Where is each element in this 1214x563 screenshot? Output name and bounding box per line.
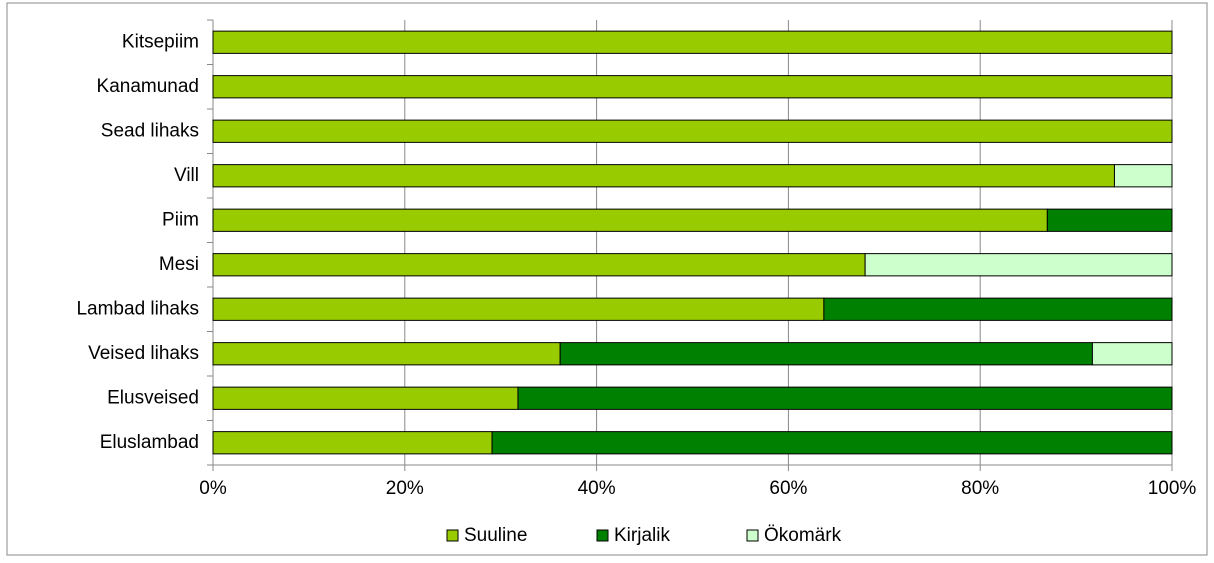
- bar-segment: [559, 342, 1093, 366]
- legend-label: Kirjalik: [614, 525, 670, 546]
- bar-segment: [1091, 342, 1173, 366]
- bar-segment: [212, 30, 1173, 54]
- bar-segment: [1113, 164, 1173, 188]
- x-tick-label: 80%: [961, 478, 999, 499]
- y-tick-label: Mesi: [159, 254, 199, 275]
- legend-label: Suuline: [464, 525, 527, 546]
- bar-segment: [212, 208, 1048, 232]
- legend-label: Ökomärk: [764, 525, 842, 546]
- y-tick-label: Sead lihaks: [101, 120, 199, 141]
- x-tick-label: 20%: [386, 478, 424, 499]
- bar-segment: [1046, 208, 1173, 232]
- legend-swatch: [746, 529, 759, 542]
- x-tick-label: 100%: [1148, 478, 1197, 499]
- bar-segment: [864, 253, 1173, 277]
- x-tick-label: 40%: [578, 478, 616, 499]
- x-tick-label: 60%: [769, 478, 807, 499]
- y-tick-label: Lambad lihaks: [76, 298, 199, 319]
- x-tick-label: 0%: [199, 478, 227, 499]
- bar-segment: [212, 75, 1173, 99]
- bar-segment: [212, 386, 519, 410]
- y-tick-label: Eluslambad: [100, 432, 199, 453]
- bar-segment: [212, 342, 561, 366]
- y-tick-label: Piim: [162, 209, 199, 230]
- bar-segment: [212, 253, 866, 277]
- y-tick-label: Kanamunad: [97, 76, 199, 97]
- y-tick-label: Veised lihaks: [88, 343, 199, 364]
- bar-segment: [517, 386, 1173, 410]
- y-tick-label: Kitsepiim: [122, 31, 199, 52]
- bar-segment: [823, 297, 1173, 321]
- legend-swatch: [596, 529, 609, 542]
- bar-segment: [212, 297, 825, 321]
- y-tick-label: Elusveised: [107, 387, 199, 408]
- bar-segment: [212, 119, 1173, 143]
- bar-segment: [212, 431, 493, 455]
- bar-segment: [212, 164, 1115, 188]
- y-tick-label: Vill: [174, 165, 199, 186]
- legend-swatch: [446, 529, 459, 542]
- bar-segment: [491, 431, 1173, 455]
